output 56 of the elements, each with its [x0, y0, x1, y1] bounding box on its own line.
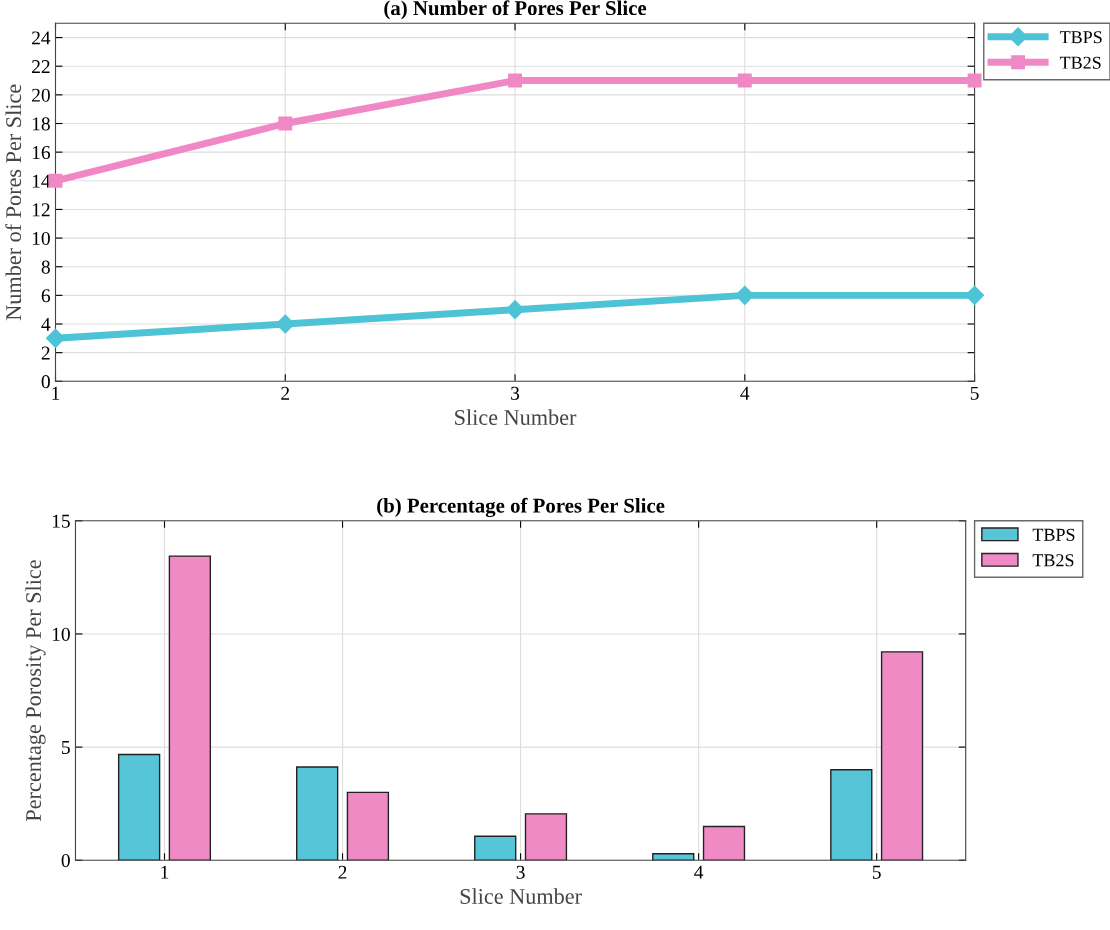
- x-tick-label: 1: [52, 386, 60, 400]
- bar: [830, 769, 873, 861]
- y-axis-title: Number of Pores Per Slice: [5, 84, 22, 321]
- point: [967, 73, 982, 88]
- point: [278, 116, 293, 131]
- y-tick-label: 8: [41, 260, 50, 274]
- y-tick-label: 18: [32, 117, 50, 131]
- y-tick-label: 10: [32, 231, 50, 246]
- y-tick-label: 15: [52, 514, 70, 528]
- legend-label: TB2S: [1032, 554, 1074, 567]
- y-tick-label: 2: [41, 346, 50, 360]
- bar: [346, 791, 390, 861]
- x-tick-label: 4: [694, 865, 704, 879]
- x-axis-title: Slice Number: [460, 888, 582, 904]
- point: [505, 300, 525, 320]
- x-tick-label: 3: [516, 865, 525, 879]
- point: [737, 73, 752, 88]
- x-tick-label: 5: [872, 865, 881, 879]
- x-tick-label: 2: [338, 865, 347, 879]
- point: [508, 73, 522, 88]
- y-tick-label: 14: [32, 174, 51, 188]
- y-tick-label: 0: [61, 854, 70, 868]
- y-tick-label: 0: [41, 375, 50, 389]
- legend-label: TB2S: [1059, 56, 1101, 69]
- bar: [168, 555, 212, 861]
- x-axis-title: Slice Number: [455, 409, 577, 425]
- bar: [652, 852, 695, 861]
- bar: [702, 825, 746, 861]
- point: [735, 285, 755, 305]
- point: [275, 314, 295, 334]
- x-tick-label: 3: [511, 386, 520, 400]
- x-tick-label: 4: [740, 386, 750, 400]
- y-tick-label: 16: [32, 146, 51, 160]
- y-tick-label: 24: [32, 31, 51, 45]
- chart-title: (b) Percentage of Pores Per Slice: [377, 497, 665, 518]
- bar: [524, 813, 568, 861]
- y-tick-label: 6: [41, 289, 51, 303]
- y-tick-label: 20: [32, 88, 50, 102]
- y-axis-title: Percentage Porosity Per Slice: [25, 560, 46, 822]
- y-tick-label: 12: [32, 203, 50, 217]
- legend-label: TBPS: [1059, 31, 1102, 44]
- bar: [474, 835, 517, 861]
- y-tick-label: 4: [41, 317, 51, 331]
- x-tick-label: 5: [970, 386, 979, 400]
- point: [965, 285, 985, 305]
- legend-label: TBPS: [1032, 528, 1075, 541]
- bar: [296, 766, 339, 861]
- x-tick-label: 2: [281, 386, 290, 400]
- y-tick-label: 10: [52, 627, 70, 641]
- point: [48, 173, 63, 188]
- x-tick-label: 1: [161, 865, 169, 879]
- chart-title: (a) Number of Pores Per Slice: [384, 0, 647, 20]
- y-tick-label: 22: [32, 60, 50, 73]
- bar: [117, 753, 161, 861]
- y-tick-label: 5: [62, 741, 70, 755]
- bar: [880, 651, 924, 861]
